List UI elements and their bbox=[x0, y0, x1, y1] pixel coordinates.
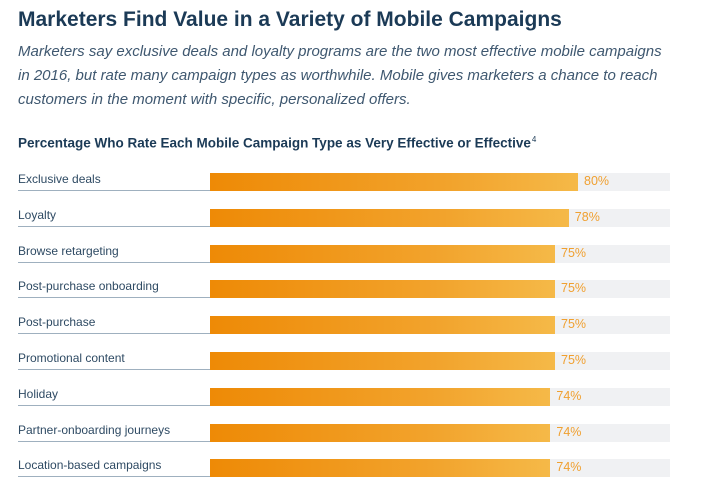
category-label: Exclusive deals bbox=[18, 172, 101, 186]
bar-chart: Exclusive deals 80% Loyalty 78% Browse retar… bbox=[0, 160, 701, 497]
bar-track: 75% bbox=[210, 352, 670, 370]
bar-track: 80% bbox=[210, 173, 670, 191]
bar-track: 75% bbox=[210, 316, 670, 335]
label-underline bbox=[18, 440, 210, 442]
category-label: Partner-onboarding journeys bbox=[18, 422, 171, 437]
bar-row: Loyalty 78% bbox=[0, 196, 701, 232]
label-underline bbox=[18, 297, 210, 299]
bar bbox=[210, 280, 555, 299]
bar bbox=[210, 387, 551, 406]
bar-row: Promotional content 75% bbox=[0, 339, 701, 375]
value-label: 80% bbox=[584, 174, 610, 188]
label-underline bbox=[18, 261, 210, 263]
value-label: 78% bbox=[574, 209, 600, 224]
bar-track: 74% bbox=[210, 423, 670, 442]
label-underline bbox=[18, 190, 210, 191]
value-label: 75% bbox=[561, 353, 587, 367]
bar-row: Location-based campaigns 74% bbox=[0, 446, 701, 482]
bar-track: 74% bbox=[210, 459, 670, 478]
bar-track: 75% bbox=[210, 280, 670, 299]
bar-track: 78% bbox=[210, 208, 670, 227]
bar-row: Post-purchase onboarding 75% bbox=[0, 267, 701, 303]
bar bbox=[210, 423, 551, 442]
bar bbox=[210, 459, 551, 478]
chart-title-footnote: 4 bbox=[531, 135, 537, 144]
value-label: 74% bbox=[556, 388, 582, 403]
label-underline bbox=[18, 369, 210, 370]
category-label: Post-purchase bbox=[18, 315, 96, 330]
label-underline bbox=[18, 476, 210, 478]
label-underline bbox=[18, 404, 210, 406]
bar-track: 75% bbox=[210, 244, 670, 263]
value-label: 75% bbox=[561, 317, 587, 332]
label-underline bbox=[18, 225, 210, 227]
bar bbox=[210, 352, 555, 370]
category-label: Post-purchase onboarding bbox=[18, 279, 159, 294]
bar-row: Holiday 74% bbox=[0, 375, 701, 411]
chart-title-text: Percentage Who Rate Each Mobile Campaign… bbox=[18, 135, 531, 151]
bar bbox=[210, 173, 578, 191]
page-title: Marketers Find Value in a Variety of Mob… bbox=[18, 8, 562, 31]
bar-track: 74% bbox=[210, 387, 670, 406]
bar bbox=[210, 244, 555, 263]
bar-row: Browse retargeting 75% bbox=[0, 232, 701, 268]
label-underline bbox=[18, 333, 210, 335]
chart-title: Percentage Who Rate Each Mobile Campaign… bbox=[18, 135, 536, 151]
bar bbox=[210, 208, 569, 227]
category-label: Holiday bbox=[18, 386, 59, 401]
value-label: 75% bbox=[561, 281, 587, 296]
bar bbox=[210, 316, 555, 335]
value-label: 74% bbox=[556, 460, 582, 475]
bar-row: Partner-onboarding journeys 74% bbox=[0, 411, 701, 447]
value-label: 75% bbox=[561, 245, 587, 260]
bar-row: Exclusive deals 80% bbox=[0, 160, 701, 196]
page-subtitle: Marketers say exclusive deals and loyalt… bbox=[18, 43, 662, 108]
value-label: 74% bbox=[556, 424, 582, 439]
category-label: Promotional content bbox=[18, 351, 125, 365]
category-label: Location-based campaigns bbox=[18, 458, 162, 473]
category-label: Loyalty bbox=[18, 207, 57, 222]
category-label: Browse retargeting bbox=[18, 243, 119, 258]
bar-row: Post-purchase 75% bbox=[0, 303, 701, 339]
